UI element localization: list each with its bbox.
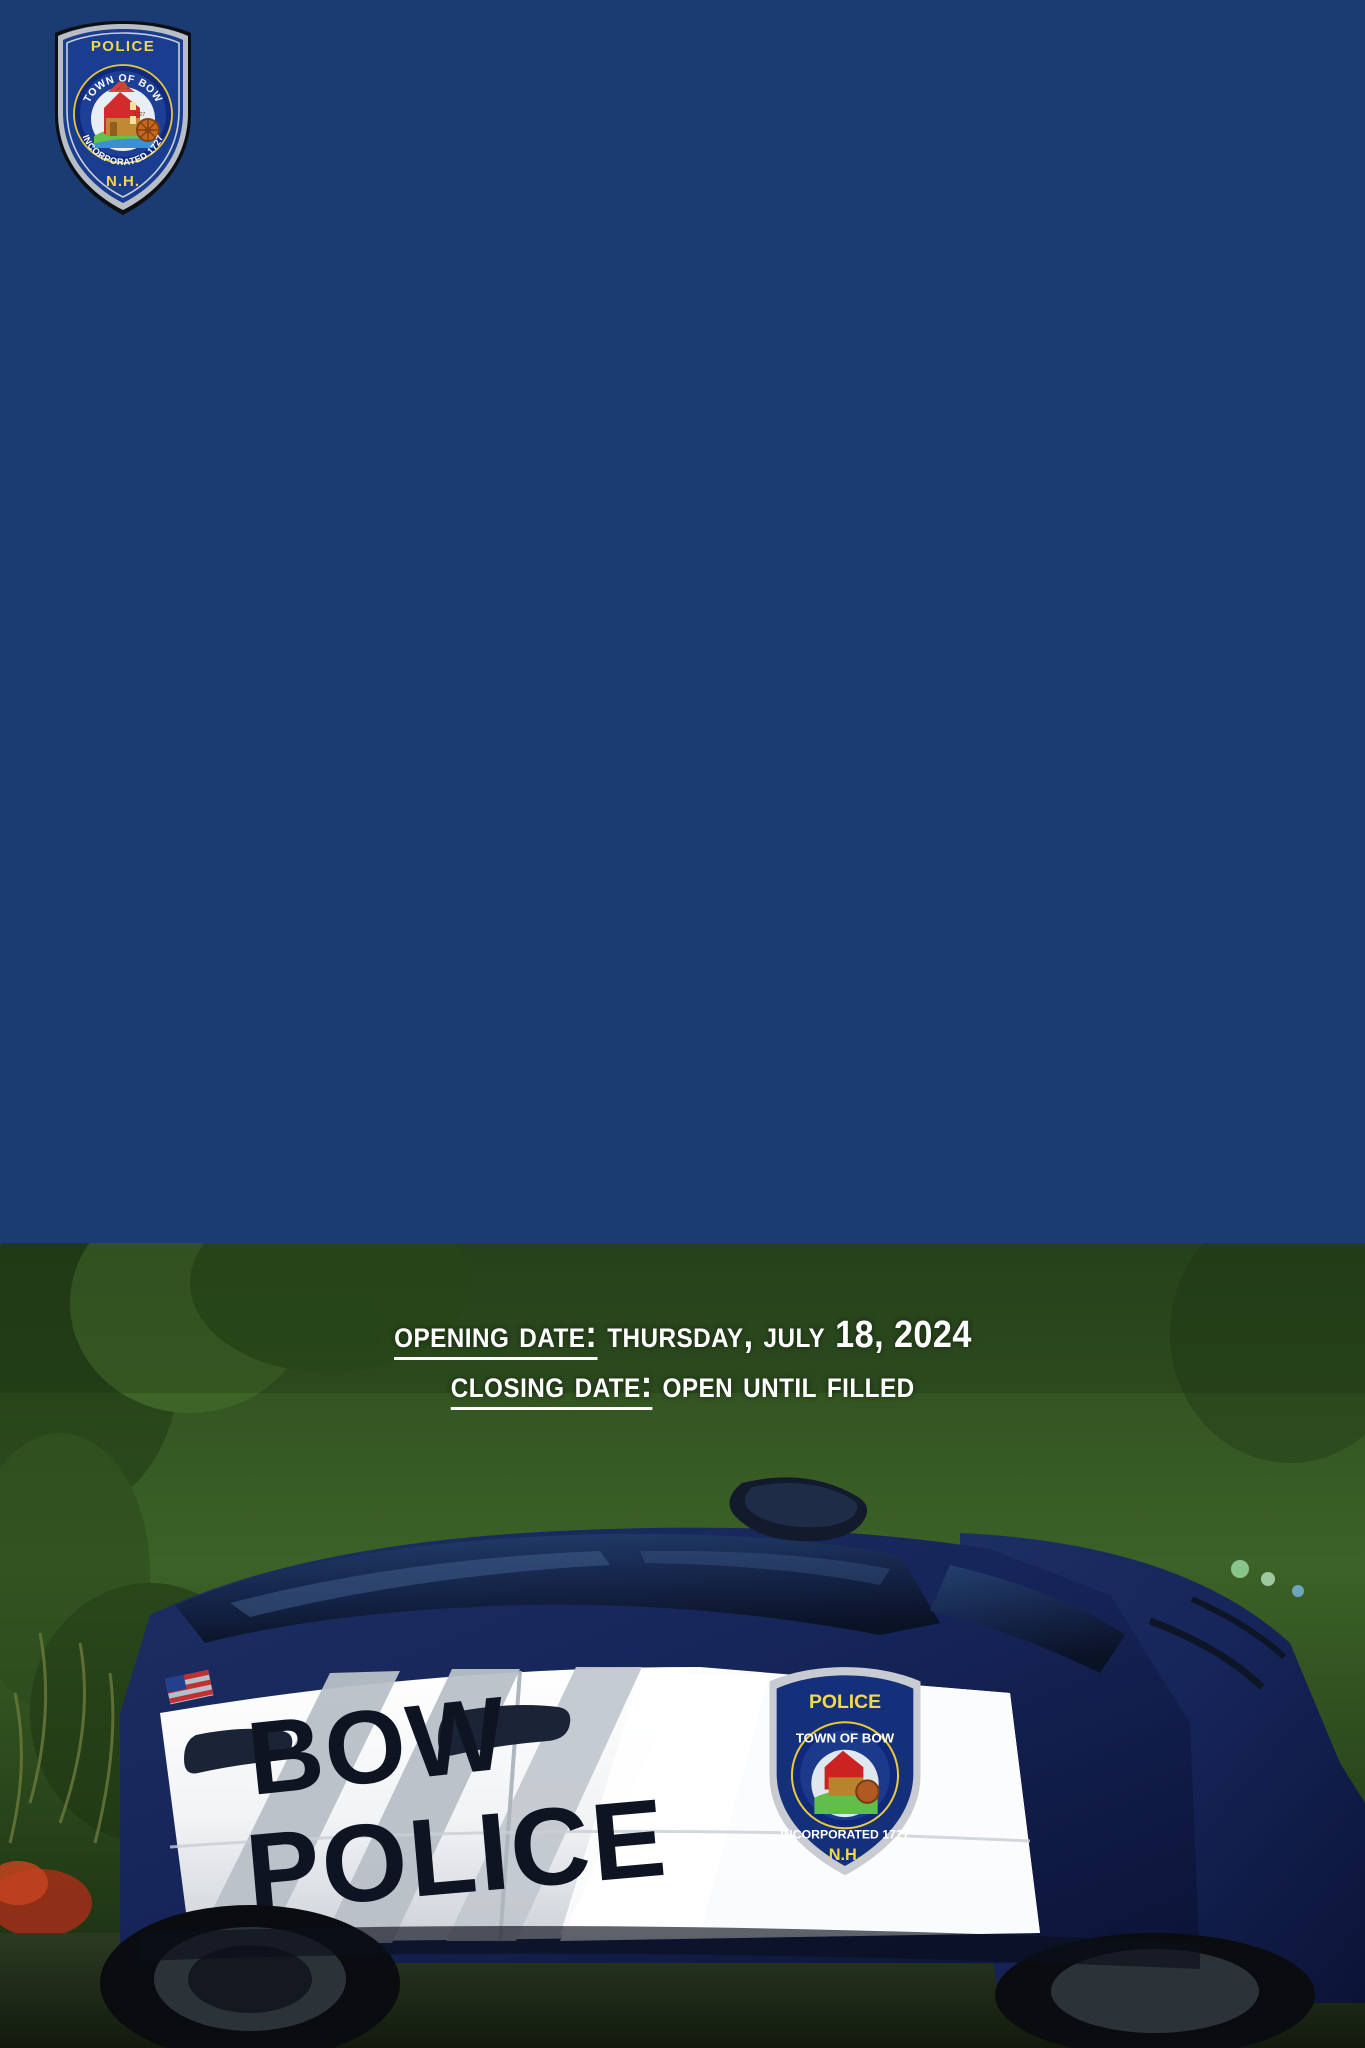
- svg-text:1727: 1727: [134, 112, 145, 118]
- police-cruiser-photo: BOW POLICE POLICE TOWN OF BOW INCORPORAT…: [0, 1243, 1365, 2048]
- badge-police-text: POLICE: [91, 38, 155, 55]
- blue-header-panel: [0, 0, 1365, 1243]
- opening-date-inner: Opening Date: Thursday, July 18, 2024: [393, 1310, 972, 1360]
- closing-date-value: OPEN UNTIL FILLED: [652, 1364, 915, 1406]
- badge-svg: POLICE TOWN OF BOW 1727: [55, 21, 191, 215]
- closing-date-label: Closing Date:: [450, 1364, 653, 1410]
- opening-date-line: Opening Date: Thursday, July 18, 2024: [0, 1310, 1365, 1360]
- svg-text:INCORPORATED 1727: INCORPORATED 1727: [781, 1828, 910, 1842]
- closing-date-line: Closing Date: OPEN UNTIL FILLED: [0, 1360, 1365, 1410]
- opening-date-value: Thursday, July 18, 2024: [596, 1314, 972, 1356]
- badge-nh-text: N.H.: [106, 173, 140, 190]
- svg-text:N.H.: N.H.: [829, 1846, 862, 1864]
- svg-text:TOWN OF BOW: TOWN OF BOW: [796, 1731, 895, 1746]
- cruiser-text-bow: BOW: [242, 1675, 513, 1818]
- svg-text:POLICE: POLICE: [809, 1691, 881, 1713]
- opening-date-label: Opening Date:: [393, 1314, 597, 1360]
- dates-block: Opening Date: Thursday, July 18, 2024 Cl…: [0, 1310, 1365, 1410]
- cruiser-illustration: BOW POLICE POLICE TOWN OF BOW INCORPORAT…: [0, 1243, 1365, 2048]
- police-shield-badge-icon: POLICE TOWN OF BOW 1727: [48, 18, 198, 218]
- closing-date-inner: Closing Date: OPEN UNTIL FILLED: [450, 1360, 915, 1410]
